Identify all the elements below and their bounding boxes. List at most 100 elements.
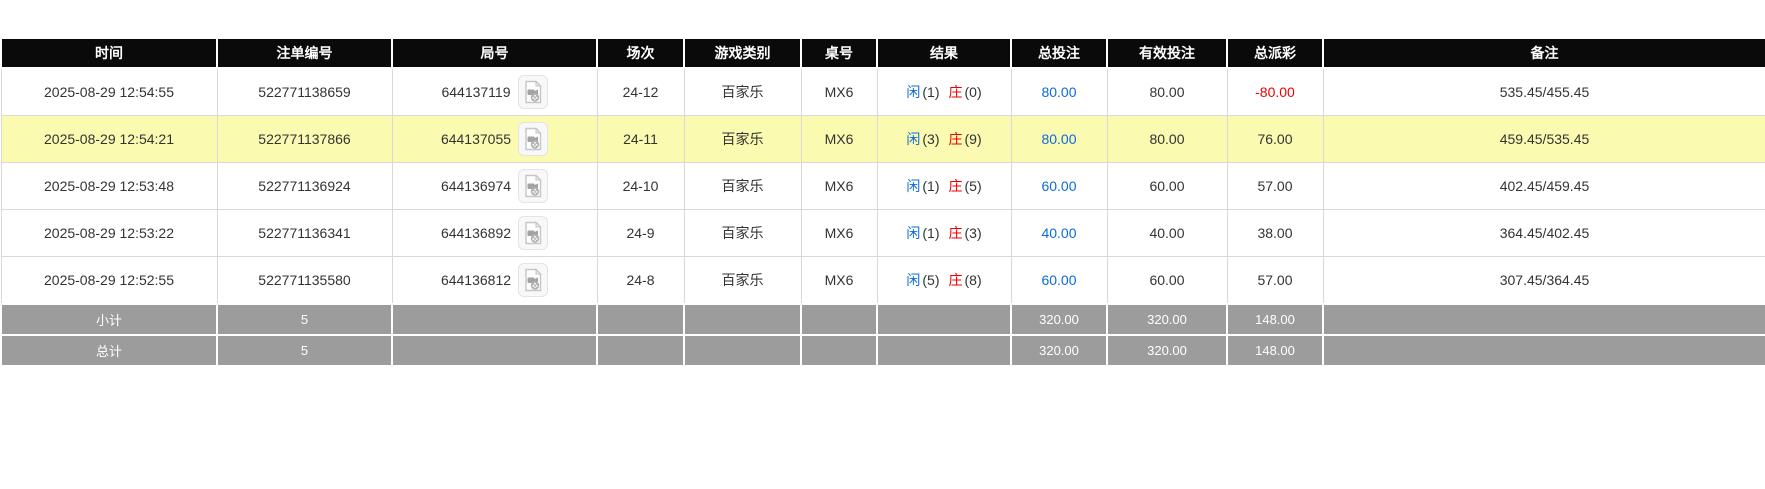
banker-result-count: (9) [964,131,982,147]
result-group: 闲 (1) 庄 (5) [906,176,981,196]
round-id-text: 644137055 [440,131,512,147]
cell-game-type: 百家乐 [683,209,802,257]
cell-round-id: 644137119 [391,67,598,116]
col-header-round-id: 局号 [391,37,598,69]
cell-session: 24-12 [596,67,685,116]
player-result-count: (1) [922,178,940,194]
cell-session: 24-10 [596,162,685,210]
cell-time: 2025-08-29 12:53:22 [0,209,218,257]
grandtotal-total-bet: 320.00 [1010,334,1108,367]
cell-bet-id: 522771136341 [216,209,393,257]
cell-bet-id: 522771137866 [216,115,393,163]
banker-result-label: 庄 [948,131,963,147]
table-row: 2025-08-29 12:53:48 522771136924 6441369… [0,162,1765,210]
cell-empty [800,334,878,367]
cell-time: 2025-08-29 12:54:21 [0,115,218,163]
cell-remark: 307.45/364.45 [1322,256,1765,305]
round-id-group: 644136812 [441,263,549,297]
cell-table-no: MX6 [800,256,878,305]
cell-remark: 402.45/459.45 [1322,162,1765,210]
video-replay-button[interactable] [517,75,548,109]
cell-total-bet: 80.00 [1010,115,1108,163]
cell-total-bet: 60.00 [1010,162,1108,210]
result-group: 闲 (1) 庄 (3) [906,223,981,243]
cell-result: 闲 (3) 庄 (9) [876,115,1012,163]
total-bet-link[interactable]: 80.00 [1041,131,1077,147]
cell-result: 闲 (1) 庄 (0) [876,67,1012,116]
total-bet-link[interactable]: 40.00 [1041,225,1077,241]
result-group: 闲 (3) 庄 (9) [906,129,981,149]
video-replay-button[interactable] [518,263,549,297]
cell-empty [683,303,802,336]
cell-round-id: 644137055 [391,115,598,163]
cell-empty [391,334,598,367]
cell-game-type: 百家乐 [683,162,802,210]
cell-valid-bet: 60.00 [1106,256,1228,305]
subtotal-count: 5 [216,303,393,336]
grandtotal-total-payout: 148.00 [1226,334,1324,367]
cell-bet-id: 522771136924 [216,162,393,210]
player-result-label: 闲 [906,225,921,241]
cell-bet-id: 522771135580 [216,256,393,305]
player-result-label: 闲 [906,84,921,100]
cell-time: 2025-08-29 12:54:55 [0,67,218,116]
video-replay-button[interactable] [518,122,549,156]
cell-result: 闲 (5) 庄 (8) [876,256,1012,305]
round-id-text: 644136892 [440,225,512,241]
cell-empty [800,303,878,336]
col-header-total-payout: 总派彩 [1226,37,1324,69]
player-result-count: (1) [922,84,940,100]
cell-remark: 459.45/535.45 [1322,115,1765,163]
total-bet-link[interactable]: 60.00 [1041,178,1077,194]
col-header-valid-bet: 有效投注 [1106,37,1228,69]
cell-empty [391,303,598,336]
cell-total-payout: 38.00 [1226,209,1324,257]
cell-session: 24-9 [596,209,685,257]
col-header-table-no: 桌号 [800,37,878,69]
col-header-remark: 备注 [1322,37,1765,69]
cell-empty [876,303,1012,336]
cell-valid-bet: 40.00 [1106,209,1228,257]
round-id-group: 644136892 [440,216,549,250]
cell-round-id: 644136892 [391,209,598,257]
video-replay-button[interactable] [518,169,549,203]
banker-result-label: 庄 [948,178,963,194]
cell-empty [1322,303,1765,336]
video-replay-button[interactable] [518,216,549,250]
round-id-group: 644137119 [441,75,548,109]
video-record-icon [525,221,542,245]
video-record-icon [525,268,542,292]
player-result-label: 闲 [906,131,921,147]
player-result-label: 闲 [906,272,921,288]
cell-time: 2025-08-29 12:52:55 [0,256,218,305]
subtotal-total-payout: 148.00 [1226,303,1324,336]
cell-empty [876,334,1012,367]
table-row: 2025-08-29 12:53:22 522771136341 6441368… [0,209,1765,257]
subtotal-total-bet: 320.00 [1010,303,1108,336]
player-result-count: (3) [922,131,940,147]
cell-total-bet: 40.00 [1010,209,1108,257]
cell-table-no: MX6 [800,162,878,210]
grandtotal-label: 总计 [0,334,218,367]
cell-round-id: 644136812 [391,256,598,305]
grandtotal-row: 总计 5 320.00 320.00 148.00 [0,334,1765,367]
cell-game-type: 百家乐 [683,67,802,116]
cell-table-no: MX6 [800,115,878,163]
cell-table-no: MX6 [800,209,878,257]
col-header-bet-id: 注单编号 [216,37,393,69]
player-result-count: (5) [922,272,940,288]
grandtotal-valid-bet: 320.00 [1106,334,1228,367]
video-record-icon [525,174,542,198]
player-result-label: 闲 [906,178,921,194]
cell-result: 闲 (1) 庄 (3) [876,209,1012,257]
cell-game-type: 百家乐 [683,256,802,305]
total-bet-link[interactable]: 80.00 [1041,84,1077,100]
cell-valid-bet: 80.00 [1106,67,1228,116]
total-bet-link[interactable]: 60.00 [1041,272,1077,288]
banker-result-label: 庄 [948,272,963,288]
cell-empty [596,303,685,336]
round-id-group: 644136974 [441,169,549,203]
col-header-game-type: 游戏类别 [683,37,802,69]
video-record-icon [524,80,542,104]
cell-session: 24-11 [596,115,685,163]
